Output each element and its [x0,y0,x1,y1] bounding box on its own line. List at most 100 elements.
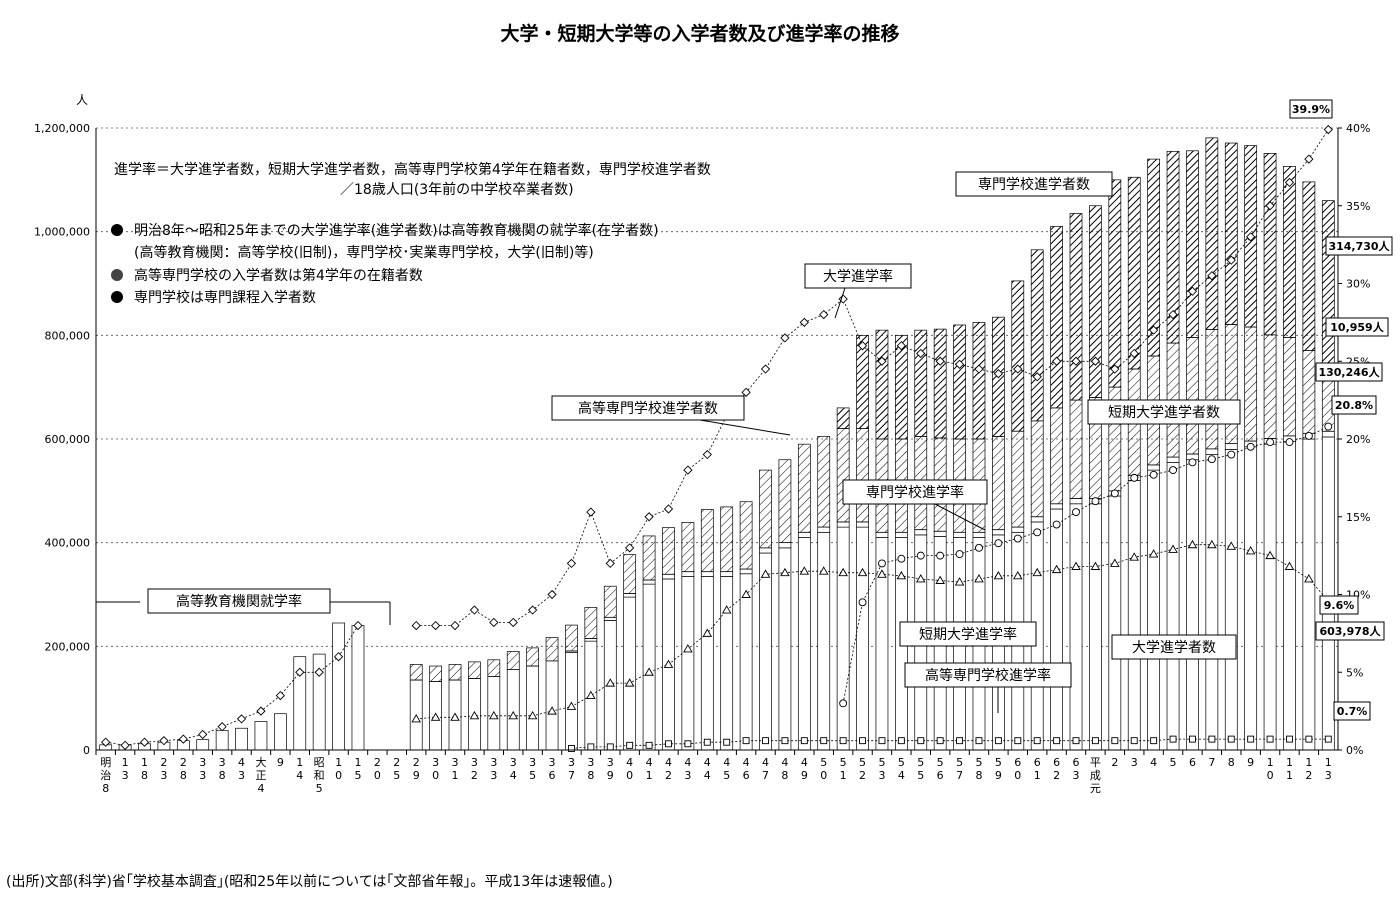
bar-1 [662,573,675,580]
bar-0 [351,625,365,751]
bar-0 [778,547,792,751]
end-label-senmon-count: 314,730人 [1328,239,1390,253]
y-axis-left: 0 200,000 400,000 600,000 800,000 1,000,000 1,… [34,122,90,757]
point-0 [1323,124,1333,135]
bar-3 [1030,249,1044,422]
bar-3 [1050,226,1063,409]
point-1 [566,701,577,710]
point-2 [645,741,653,749]
source-note: (出所)文部(科学)省｢学校基本調査｣(昭和25年以前については｢文部省年報｣。… [6,873,613,890]
point-0 [935,356,945,366]
bar-3 [1263,153,1277,336]
x-tick-label: 7 [1208,756,1215,769]
bar-1 [603,616,617,621]
bar-1 [836,521,850,528]
point-2 [1053,737,1061,745]
point-0 [430,620,441,631]
point-1 [818,566,829,575]
point-1 [527,710,538,720]
point-0 [644,512,654,522]
bar-2 [739,501,753,570]
bar-1 [739,568,753,575]
bar-1 [797,531,811,538]
end-label-kosen-rate: 0.7% [1337,705,1368,718]
bar-0 [1263,443,1277,751]
bar-1 [914,529,928,536]
bar-3 [1108,179,1122,388]
bar-3 [875,329,889,440]
point-0 [1149,325,1159,335]
bar-1 [1147,464,1161,471]
point-1 [877,569,887,578]
bar-0 [1089,503,1102,751]
point-2 [917,737,925,745]
x-tick-label: 4 [1150,756,1157,769]
point-3 [1091,497,1100,506]
bar-3 [1127,176,1141,370]
point-2 [878,737,886,745]
point-2 [1247,735,1255,743]
bar-2 [1011,430,1025,528]
point-0 [916,348,926,359]
point-1 [469,710,480,720]
bar-0 [235,727,248,751]
point-1 [605,678,616,687]
end-label-daigaku-count: 603,978人 [1319,624,1381,638]
point-2 [665,740,672,748]
point-0 [1071,356,1081,366]
point-1 [1032,567,1042,577]
bar-2 [1224,324,1238,445]
x-tick-label: 平成元 [1090,756,1101,795]
point-0 [1226,255,1236,265]
point-1 [411,713,421,723]
y-right-tick-label: 20% [1346,433,1370,446]
callout-tandai-shingakuritsu: 短期大学進学率 [919,626,1017,643]
point-2 [781,737,789,745]
callout-tandai-shingakusha: 短期大学進学者数 [1108,405,1220,421]
point-1 [1168,544,1178,553]
point-2 [742,737,750,745]
bar-3 [933,328,947,439]
point-3 [1324,422,1333,431]
bullet-marker-1 [111,224,123,236]
point-0 [566,558,577,569]
point-0 [1207,271,1217,281]
end-label-kosen-count: 10,959人 [1330,320,1384,334]
bar-2 [836,428,850,523]
bar-0 [565,652,578,751]
note-bullet1: 明治8年～昭和25年までの大学進学率(進学者数)は高等教育機関の就学率(在学者数… [134,222,659,239]
bar-3 [1321,200,1335,365]
bar-2 [1302,350,1316,434]
point-2 [994,737,1002,745]
bar-2 [662,527,675,575]
bar-0 [856,526,869,751]
point-3 [1110,489,1119,498]
point-0 [1304,154,1314,164]
point-3 [994,539,1003,548]
point-1 [489,710,499,720]
point-0 [236,714,247,724]
point-0 [993,369,1004,379]
bar-1 [681,571,695,577]
point-0 [799,317,809,328]
point-2 [684,740,692,748]
point-2 [839,737,847,745]
point-2 [820,737,828,745]
point-0 [1265,201,1275,211]
bar-1 [623,593,637,598]
bar-0 [875,537,889,751]
point-3 [1130,473,1139,482]
